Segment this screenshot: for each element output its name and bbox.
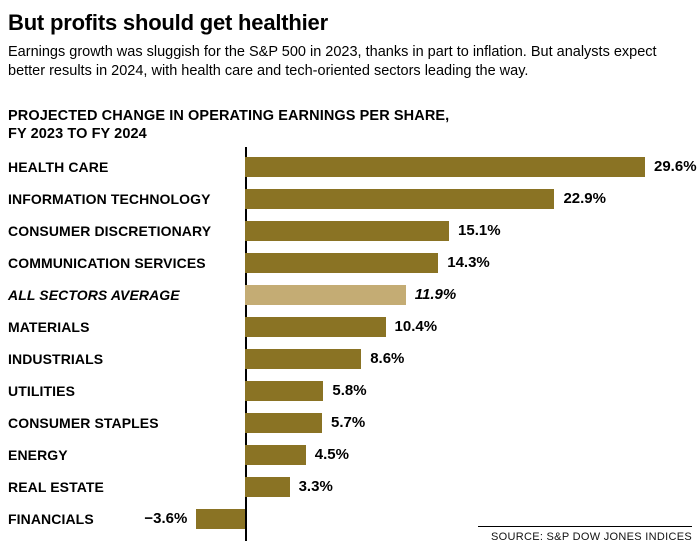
bar-chart: HEALTH CARE 29.6% INFORMATION TECHNOLOGY 22… [8, 146, 697, 541]
value-label: −3.6% [144, 509, 188, 527]
category-label: FINANCIALS [8, 510, 94, 527]
category-label: UTILITIES [8, 382, 76, 399]
category-label: COMMUNICATION SERVICES [8, 254, 206, 271]
page-title: But profits should get healthier [8, 10, 328, 35]
chart-row: ALL SECTORS AVERAGE 11.9% [8, 279, 692, 311]
value-label: 4.5% [314, 445, 349, 463]
value-label: 10.4% [394, 317, 438, 335]
category-label: ENERGY [8, 446, 68, 463]
category-label: ALL SECTORS AVERAGE [8, 286, 180, 303]
bar [245, 284, 406, 305]
value-label: 14.3% [447, 253, 490, 271]
zero-axis-line [245, 146, 247, 541]
chart-row: REAL ESTATE 3.3% [8, 471, 692, 503]
bar [245, 220, 450, 241]
category-label: CONSUMER STAPLES [8, 414, 159, 431]
chart-row: HEALTH CARE 29.6% [8, 151, 697, 183]
chart-row: CONSUMER DISCRETIONARY 15.1% [8, 215, 692, 247]
bar [245, 316, 386, 337]
value-label: 3.3% [298, 477, 333, 495]
bar [245, 476, 290, 497]
chart-heading: PROJECTED CHANGE IN OPERATING EARNINGS P… [8, 107, 450, 143]
value-label: 8.6% [370, 349, 405, 367]
bar [245, 348, 362, 369]
chart-row: COMMUNICATION SERVICES 14.3% [8, 247, 692, 279]
value-label: 11.9% [414, 285, 457, 303]
value-label: 5.8% [332, 381, 367, 399]
value-label: 15.1% [458, 221, 501, 239]
bar [196, 508, 245, 529]
category-label: HEALTH CARE [8, 158, 109, 175]
source-note: SOURCE: S&P DOW JONES INDICES [478, 526, 692, 543]
value-label: 5.7% [331, 413, 366, 431]
bar [245, 412, 323, 433]
chart-row: UTILITIES 5.8% [8, 375, 692, 407]
chart-row: CONSUMER STAPLES 5.7% [8, 407, 692, 439]
chart-row: ENERGY 4.5% [8, 439, 692, 471]
chart-row: INDUSTRIALS 8.6% [8, 343, 692, 375]
bar [245, 380, 324, 401]
category-label: MATERIALS [8, 318, 90, 335]
bar [245, 156, 645, 177]
chart-row: FINANCIALS −3.6% [8, 503, 692, 535]
category-label: INDUSTRIALS [8, 350, 104, 367]
page-subtitle: Earnings growth was sluggish for the S&P… [8, 44, 657, 80]
category-label: INFORMATION TECHNOLOGY [8, 190, 211, 207]
bar [245, 188, 555, 209]
category-label: CONSUMER DISCRETIONARY [8, 222, 212, 239]
value-label: 22.9% [563, 189, 606, 207]
category-label: REAL ESTATE [8, 478, 104, 495]
chart-row: MATERIALS 10.4% [8, 311, 692, 343]
bar [245, 444, 306, 465]
chart-row: INFORMATION TECHNOLOGY 22.9% [8, 183, 692, 215]
value-label: 29.6% [654, 157, 697, 175]
bar [245, 252, 439, 273]
